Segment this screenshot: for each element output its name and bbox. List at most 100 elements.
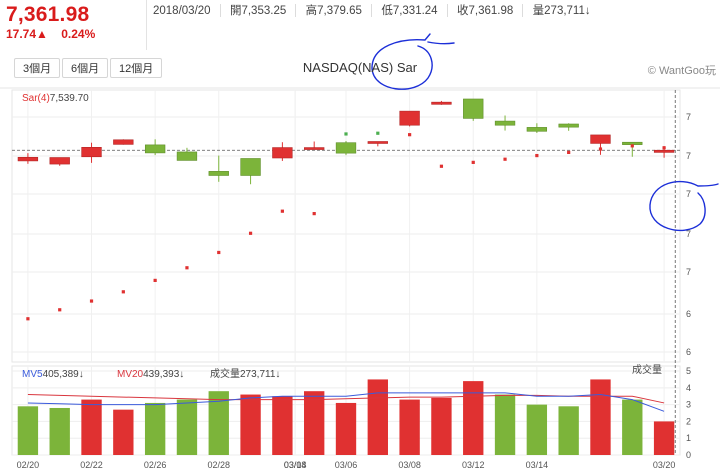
low-value: 7,331.24 [392, 5, 438, 17]
volume-bar [431, 397, 452, 455]
price-change-pct: 0.24% [61, 27, 96, 41]
volume-bar [558, 406, 579, 455]
candle-body [272, 147, 293, 159]
candle-body [494, 120, 516, 126]
close-label: 收 [456, 5, 469, 17]
candle [463, 98, 484, 121]
change-row: 17.74▲ 0.24% [6, 27, 105, 41]
candle [272, 142, 293, 161]
volume-bar [272, 396, 293, 455]
candle-body [240, 158, 261, 176]
candle-body [17, 156, 39, 162]
last-price: 7,361.98 [6, 3, 90, 26]
quote-bar: 7,361.98 17.74▲ 0.24% 2018/03/20 開7,353.… [0, 0, 720, 50]
candle-body [304, 147, 325, 150]
volume-bar [622, 399, 643, 455]
volume-bar [367, 379, 388, 455]
candle [176, 147, 198, 161]
divider [522, 4, 524, 18]
x-axis-tick-label: 03/12 [462, 460, 485, 470]
candle [494, 115, 516, 131]
sar-point [598, 147, 603, 151]
price-axis-tick-label: 7 [686, 189, 691, 199]
candle [49, 157, 70, 166]
candle-body [49, 157, 70, 165]
open-value: 7,353.25 [241, 5, 287, 17]
volume-bar [17, 406, 39, 455]
sar-point [280, 209, 284, 213]
range-6m-button[interactable]: 6個月 [62, 58, 109, 78]
sar-point [185, 266, 189, 270]
volume-axis-tick-label: 3 [686, 400, 691, 410]
x-axis-tick-label: 02/26 [144, 460, 167, 470]
divider [219, 4, 221, 18]
volume-bar [399, 399, 420, 455]
volume-bar [590, 379, 611, 455]
divider [371, 4, 373, 18]
candle [144, 139, 166, 156]
candle [113, 139, 134, 145]
volume-panel-title: 成交量 [632, 363, 662, 376]
sar-point [376, 131, 380, 135]
candle-body [335, 142, 357, 154]
sar-point [471, 160, 475, 164]
sar-point [89, 299, 94, 303]
candle [17, 153, 39, 164]
volume-value: 273,711↓ [544, 5, 591, 17]
sar-point [344, 132, 348, 136]
candle-body [367, 141, 388, 144]
volume-bar [208, 391, 229, 455]
x-axis-tick-label: 02/22 [80, 460, 103, 470]
volume-bar [144, 402, 166, 455]
price-box: 7,361.98 17.74▲ 0.24% [0, 0, 147, 50]
volume-legend: MV5405,389↓ MV20439,393↓ 成交量273,711↓ [22, 367, 280, 380]
candle-body [81, 147, 102, 158]
volume-legend-name: 成交量 [210, 367, 240, 380]
x-axis-tick-label: 03/20 [653, 460, 676, 470]
price-axis-tick-label: 7 [686, 151, 691, 161]
volume-bar [240, 394, 261, 455]
high-value: 7,379.65 [317, 5, 362, 17]
candle-body [113, 139, 134, 145]
annotation-circle-last-candle [649, 180, 719, 232]
volume-bar [304, 391, 325, 455]
sar-point [503, 157, 507, 161]
sar-indicator-value: 7,539.70 [50, 93, 89, 104]
x-axis-tick-label: 03/08 [398, 460, 421, 470]
price-axis-tick-label: 7 [686, 267, 691, 277]
sar-point [567, 150, 571, 155]
range-3m-button[interactable]: 3個月 [14, 58, 61, 78]
x-axis-tick-label: 03/14 [526, 460, 549, 470]
volume-bar [335, 402, 357, 455]
candle-body [144, 144, 166, 154]
low-label: 低 [381, 5, 393, 17]
sar-point [439, 164, 444, 168]
candle [367, 141, 388, 147]
copyright-text: © WantGoo玩 [647, 65, 716, 77]
candle [526, 123, 548, 133]
price-change: 17.74▲ [6, 27, 48, 41]
divider [295, 4, 297, 18]
volume-axis-tick-label: 0 [686, 450, 691, 460]
candle [590, 134, 611, 155]
volume-axis-tick-label: 2 [686, 416, 691, 426]
volume-bar [526, 404, 548, 455]
x-axis-tick-label: 02/28 [207, 460, 230, 470]
annotation-circle-title [371, 33, 455, 90]
candle [304, 141, 325, 150]
candle [558, 123, 579, 131]
volume-bar [494, 394, 516, 455]
price-axis-tick-label: 7 [686, 112, 691, 122]
sar-point [535, 153, 539, 158]
range-12m-button[interactable]: 12個月 [110, 58, 163, 78]
volume-bar [463, 381, 484, 455]
sar-point [662, 146, 666, 150]
volume-bar [49, 407, 70, 455]
sar-point [121, 290, 125, 294]
candle-body [526, 127, 548, 132]
volume-legend-name: MV20 [117, 369, 144, 380]
candle-body [208, 171, 229, 176]
candle-body [590, 134, 611, 144]
volume-axis-tick-label: 5 [686, 366, 691, 376]
